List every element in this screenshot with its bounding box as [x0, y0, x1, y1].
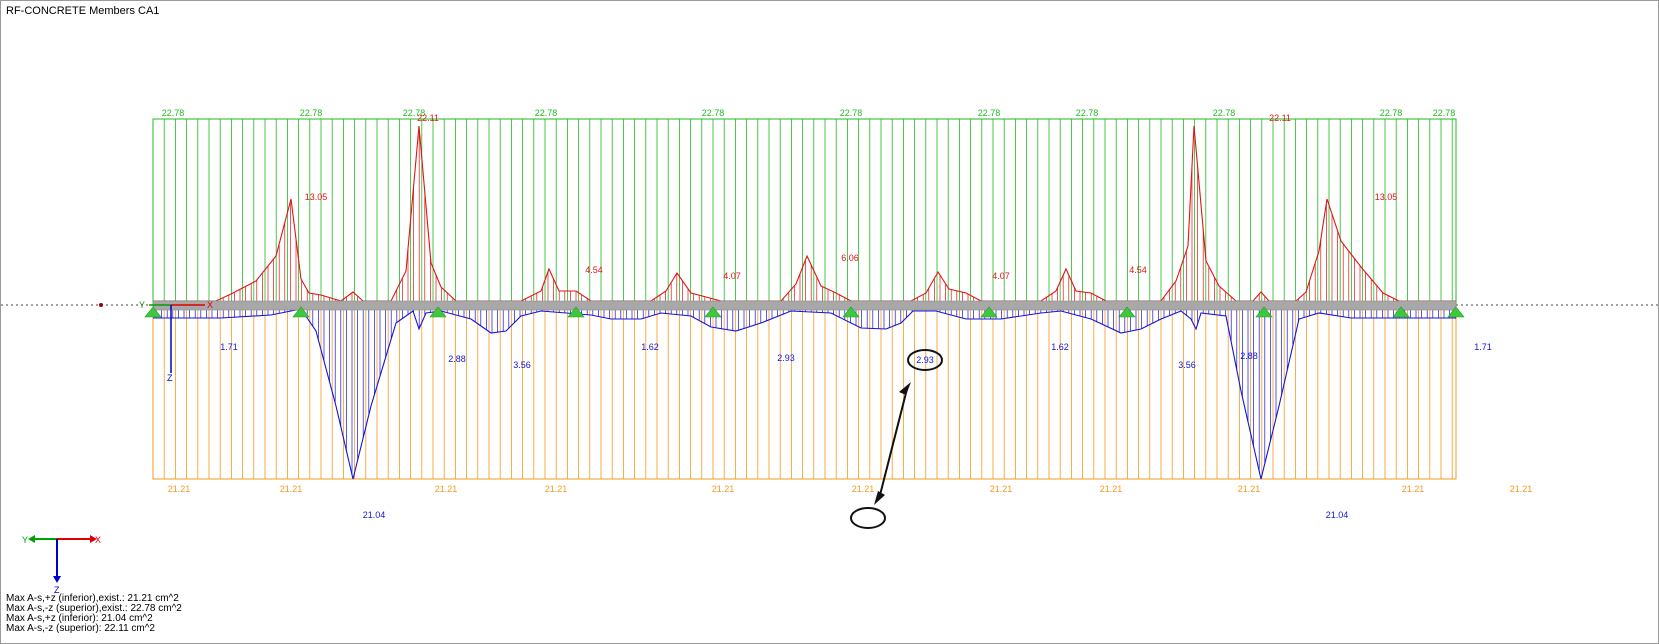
inferior-exist-label: 21.21 [1510, 484, 1533, 494]
superior-required-label: 13.05 [1375, 192, 1398, 202]
inferior-required-label: 3.56 [1178, 360, 1196, 370]
inferior-required-label: 2.93 [777, 353, 795, 363]
superior-exist-label: 22.78 [535, 108, 558, 118]
superior-exist-label: 22.78 [162, 108, 185, 118]
superior-required-label: 22.11 [1269, 113, 1291, 123]
support-icon [1255, 306, 1273, 318]
superior-required-curve [153, 125, 1456, 302]
inferior-required-label: 1.62 [1051, 342, 1069, 352]
x-axis-label: X [207, 300, 213, 310]
superior-exist-label: 22.78 [403, 108, 426, 118]
global-z-label: Z [54, 585, 60, 595]
callout-ellipse-required [907, 349, 943, 371]
inferior-required-label: 21.04 [363, 510, 386, 520]
global-x-label: X [95, 535, 101, 545]
superior-exist-outline [152, 118, 1457, 306]
support-icon [1392, 306, 1410, 318]
legend-line: Max A-s,+z (inferior),exist.: 21.21 cm^2 [6, 593, 179, 604]
callout-ellipse-existing [850, 507, 886, 529]
superior-required-label: 4.54 [585, 265, 603, 275]
superior-required-label: 6.06 [841, 253, 859, 263]
inferior-exist-label: 21.21 [1238, 484, 1261, 494]
support-icon [292, 306, 310, 318]
inferior-exist-label: 21.21 [168, 484, 191, 494]
value-labels: 22.78 22.78 22.78 22.78 22.78 22.78 22.78 22.78… [162, 108, 1533, 520]
legend-line: Max A-s,+z (inferior): 21.04 cm^2 [6, 613, 153, 624]
inferior-exist-label: 21.21 [990, 484, 1013, 494]
global-y-arrowhead [28, 535, 35, 543]
superior-exist-label: 22.78 [978, 108, 1001, 118]
superior-required-reinforcement [153, 125, 1456, 305]
superior-exist-label: 22.78 [300, 108, 323, 118]
arrow-head-top [899, 382, 911, 395]
superior-exist-label: 22.78 [1380, 108, 1403, 118]
support-icon [567, 306, 585, 318]
result-summary: Max A-s,+z (inferior),exist.: 21.21 cm^2… [6, 594, 182, 634]
inferior-exist-label: 21.21 [545, 484, 568, 494]
superior-exist-label: 22.78 [1076, 108, 1099, 118]
inferior-exist-label: 21.21 [1100, 484, 1123, 494]
support-icon [1118, 306, 1136, 318]
superior-exist-label: 22.78 [702, 108, 725, 118]
member-bar [152, 300, 1457, 311]
inferior-exist-label: 21.21 [1402, 484, 1425, 494]
supports [144, 306, 1465, 318]
inferior-existing-reinforcement [152, 304, 1457, 480]
node-marker [99, 303, 103, 307]
superior-required-label: 22.11 [417, 113, 439, 123]
support-icon [1447, 306, 1465, 318]
support-icon [429, 306, 447, 318]
callout-annotation [850, 349, 943, 529]
inferior-required-label: 1.71 [1474, 342, 1492, 352]
inferior-exist-label: 21.21 [435, 484, 458, 494]
superior-required-label: 13.05 [305, 192, 328, 202]
beam-member[interactable] [1, 300, 1658, 311]
support-icon [704, 306, 722, 318]
inferior-required-label: 21.04 [1326, 510, 1349, 520]
superior-exist-label: 22.78 [1433, 108, 1456, 118]
arrow-head-bottom [874, 491, 885, 505]
superior-required-label: 4.54 [1129, 265, 1147, 275]
inferior-exist-outline [152, 304, 1457, 480]
global-x-arrowhead [90, 535, 97, 543]
inferior-exist-label: 21.21 [852, 484, 875, 494]
legend-line: Max A-s,-z (superior),exist.: 22.78 cm^2 [6, 603, 182, 614]
inferior-required-label: 2.93 [916, 355, 934, 365]
inferior-required-curve [153, 308, 1456, 480]
support-icon [980, 306, 998, 318]
superior-existing-reinforcement [152, 118, 1457, 306]
support-icon [842, 306, 860, 318]
z-axis-label: Z [167, 373, 173, 383]
inferior-required-label: 1.62 [641, 342, 659, 352]
y-axis-label: Y [139, 300, 145, 310]
inferior-exist-label: 21.21 [280, 484, 303, 494]
inferior-required-label: 2.88 [1240, 351, 1258, 361]
inferior-exist-label: 21.21 [712, 484, 735, 494]
callout-arrow-line [878, 388, 908, 500]
support-icon [144, 306, 162, 318]
inferior-required-label: 1.71 [220, 342, 238, 352]
superior-exist-label: 22.78 [840, 108, 863, 118]
inferior-required-label: 3.56 [513, 360, 531, 370]
window-title: RF-CONCRETE Members CA1 [6, 5, 160, 17]
coordinate-axes: X Y Z X Y Z [22, 300, 213, 595]
inferior-required-label: 2.88 [448, 354, 466, 364]
superior-required-label: 4.07 [992, 271, 1010, 281]
superior-exist-label: 22.78 [1213, 108, 1236, 118]
global-y-label: Y [22, 535, 28, 545]
global-z-arrowhead [53, 576, 61, 583]
superior-required-label: 4.07 [723, 271, 741, 281]
inferior-required-reinforcement [153, 305, 1456, 480]
legend-line: Max A-s,-z (superior): 22.11 cm^2 [6, 623, 155, 634]
